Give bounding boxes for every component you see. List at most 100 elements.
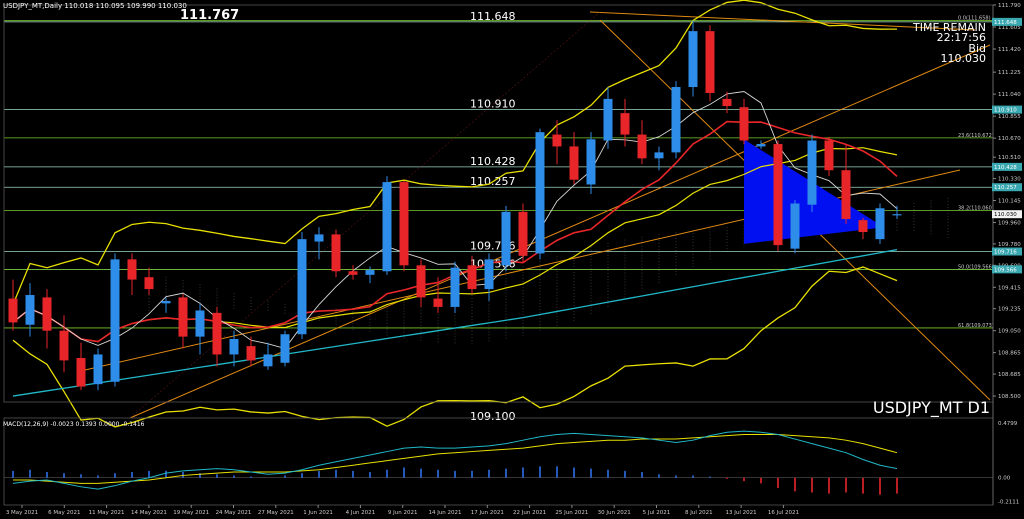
candle-body	[416, 265, 426, 298]
fib-label: 50.0(109.566)	[958, 264, 994, 270]
candle-body	[535, 132, 545, 254]
price-box-label: 110.910	[994, 108, 1017, 114]
candle-body	[382, 182, 392, 272]
candle-body	[756, 144, 766, 147]
candle	[280, 330, 290, 367]
x-tick-label: 8 Jul 2021	[685, 510, 713, 516]
y-tick-label: 111.790	[998, 3, 1021, 9]
bid-value: 110.030	[941, 52, 987, 65]
candle-body	[484, 259, 494, 290]
price-box-label: 109.566	[994, 267, 1017, 273]
candle	[42, 289, 52, 349]
x-tick-label: 1 Jun 2021	[303, 510, 333, 516]
candle	[790, 199, 800, 254]
candle-body	[212, 312, 222, 355]
y-tick-label: 110.670	[998, 136, 1021, 142]
candle-body	[841, 170, 851, 219]
candle	[688, 20, 698, 97]
candle-body	[773, 144, 783, 246]
candle-body	[8, 298, 18, 323]
price-box-label: 110.030	[994, 212, 1017, 218]
price-box	[992, 17, 1022, 26]
candle-body	[586, 139, 596, 185]
x-tick-label: 3 May 2021	[6, 510, 38, 516]
candle-body	[348, 271, 358, 275]
candle-body	[671, 87, 681, 153]
candle	[314, 227, 324, 260]
candle	[416, 259, 426, 307]
candle-body	[705, 31, 715, 93]
candle	[25, 283, 35, 337]
candle	[382, 176, 392, 275]
price-box-label: 110.257	[994, 185, 1017, 191]
candle-body	[688, 31, 698, 88]
candle	[858, 217, 868, 240]
candle	[76, 342, 86, 391]
candle	[8, 279, 18, 331]
fib-label: 23.6(110.672)	[958, 133, 994, 139]
candle-body	[25, 295, 35, 325]
candle-body	[824, 140, 834, 171]
candle	[433, 277, 443, 313]
price-box	[992, 265, 1022, 274]
price-box	[992, 105, 1022, 114]
candle-body	[433, 298, 443, 307]
candle-body	[790, 203, 800, 249]
x-tick-label: 14 Jun 2021	[428, 510, 461, 516]
macd-pane	[4, 430, 993, 495]
candle	[705, 25, 715, 102]
x-tick-label: 19 May 2021	[173, 510, 209, 516]
candle	[93, 348, 103, 391]
candle-body	[178, 297, 188, 337]
y-tick-label: 108.685	[998, 372, 1021, 378]
candle	[637, 120, 647, 165]
candle	[807, 134, 817, 212]
candle	[212, 306, 222, 367]
price-box-label: 110.428	[994, 165, 1017, 171]
y-tick-label: 111.040	[998, 92, 1021, 98]
y-tick-label: 108.865	[998, 351, 1021, 357]
candle-body	[739, 107, 749, 141]
x-tick-label: 24 May 2021	[216, 510, 252, 516]
candle	[518, 203, 528, 263]
level-label: 110.428	[470, 155, 516, 168]
symbol-info: USDJPY_MT,Daily 110.018 110.095 109.990 …	[3, 2, 187, 10]
fib-label: 61.8(109.073)	[958, 323, 994, 329]
macd-y-tick-label: 0.4799	[998, 421, 1018, 427]
candle-body	[620, 113, 630, 135]
big-price: 111.767	[180, 8, 239, 23]
candle-body	[314, 234, 324, 242]
candle	[773, 140, 783, 252]
candle	[586, 132, 596, 194]
x-tick-label: 17 Jun 2021	[471, 510, 504, 516]
candle	[263, 342, 273, 370]
candle	[59, 315, 69, 373]
candle	[671, 81, 681, 159]
candle	[620, 98, 630, 147]
candle-body	[450, 267, 460, 307]
candle-body	[144, 277, 154, 290]
candle	[229, 330, 239, 367]
candle	[739, 98, 749, 145]
y-tick-label: 110.510	[998, 155, 1021, 161]
macd-title: MACD(12,26,9) -0.0023 0.1393 0.0000 -0.1…	[3, 421, 145, 428]
candle	[110, 253, 120, 387]
candle-body	[501, 211, 511, 266]
y-tick-label: 110.145	[998, 199, 1021, 205]
candle-body	[807, 140, 817, 205]
candle	[195, 303, 205, 355]
price-box	[992, 162, 1022, 171]
candle-body	[518, 211, 528, 256]
y-tick-label: 109.235	[998, 307, 1021, 313]
candle-body	[654, 152, 664, 159]
x-tick-label: 4 Jun 2021	[346, 510, 376, 516]
y-tick-label: 110.855	[998, 114, 1021, 120]
candle	[246, 336, 256, 367]
candle-body	[399, 182, 409, 266]
bollinger-lower	[12, 266, 898, 428]
candle-body	[161, 300, 171, 304]
moving-average-cyan	[12, 248, 898, 397]
axes: 111.790 111.605 111.420 111.225 111.040 110.8…	[3, 3, 1022, 516]
price-pane: 111.648110.910110.428110.257109.716109.5…	[4, 0, 994, 428]
